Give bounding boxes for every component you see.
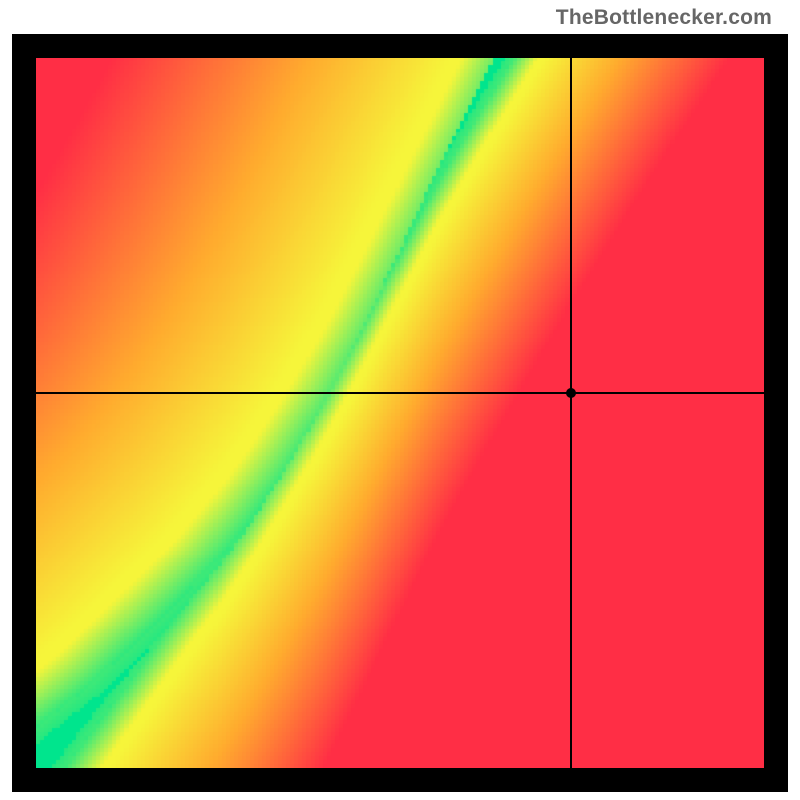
heatmap-canvas — [36, 58, 764, 768]
crosshair-vertical — [570, 58, 572, 768]
chart-container: TheBottlenecker.com — [0, 0, 800, 800]
attribution-text: TheBottlenecker.com — [556, 6, 772, 30]
crosshair-horizontal — [36, 392, 764, 394]
